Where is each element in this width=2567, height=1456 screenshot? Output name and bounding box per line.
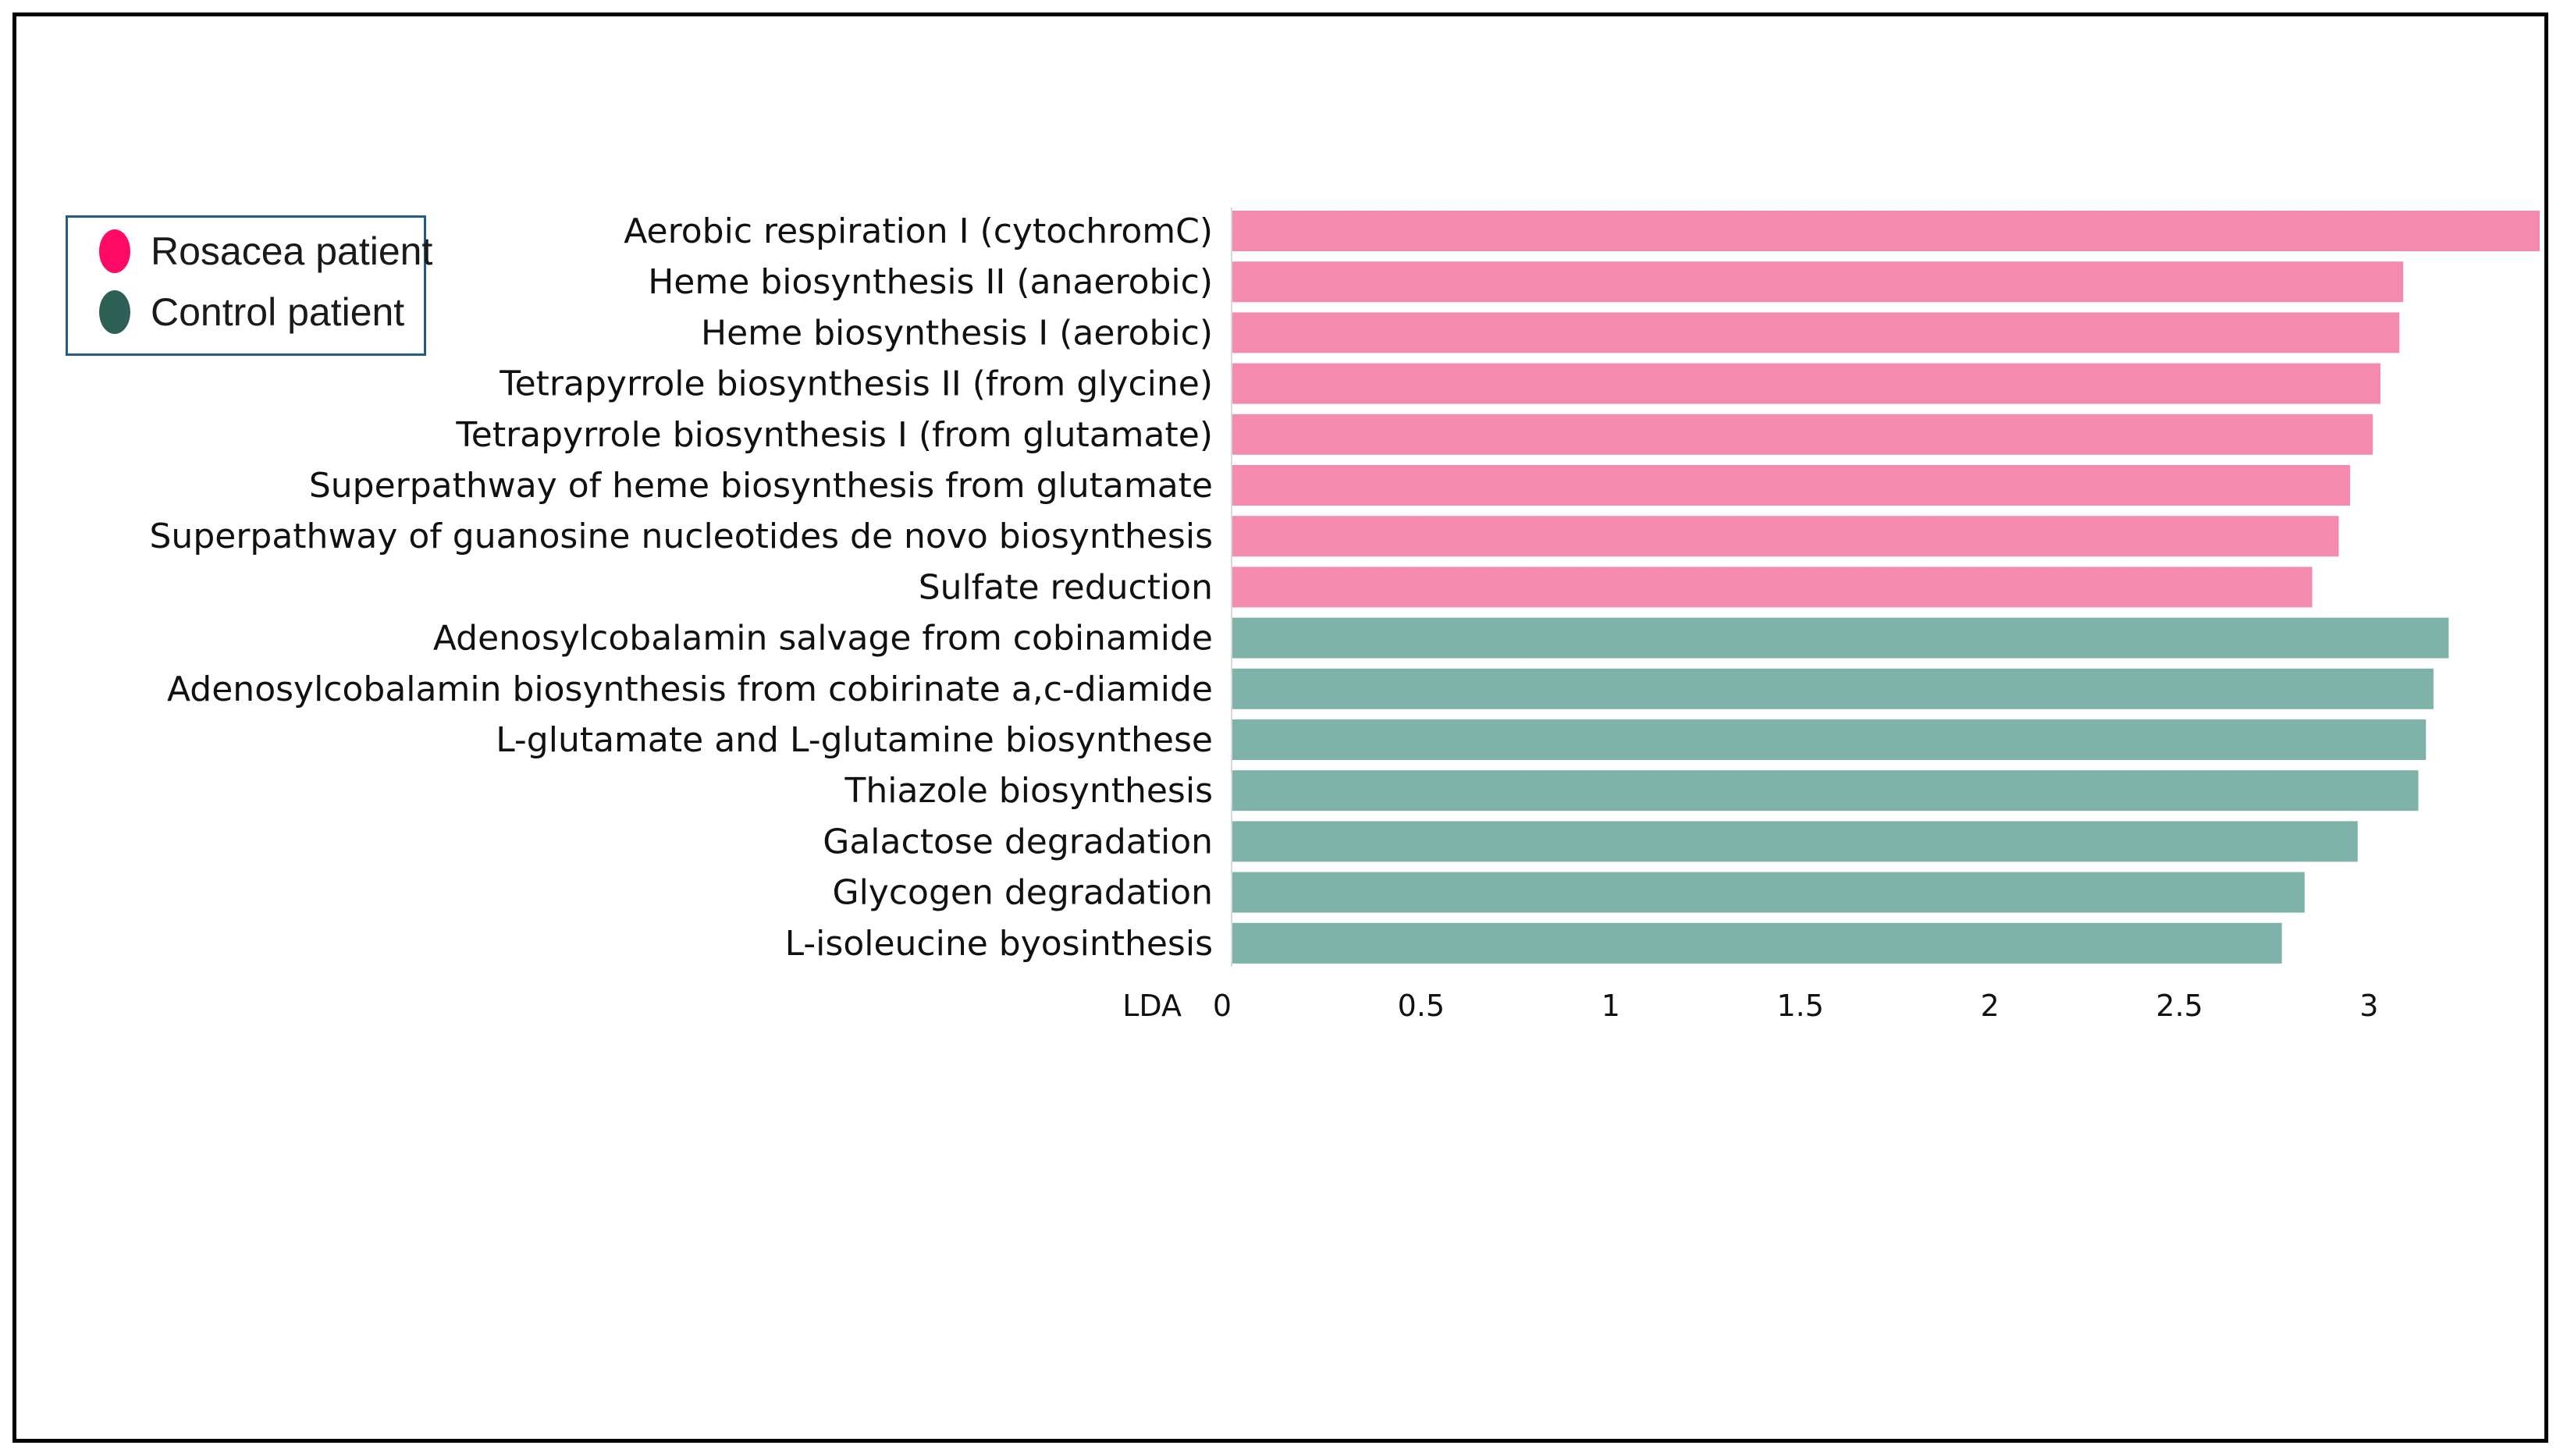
x-axis-ticks: 0 0.5 1 1.5 2 2.5 3 [1213,989,2379,1023]
bar [1232,922,2282,964]
bar [1232,414,2373,455]
category-label: Galactose degradation [823,822,1213,861]
bar [1232,261,2404,303]
bar [1232,465,2351,506]
x-axis-label: LDA [1122,989,1182,1023]
x-tick-label: 1 [1602,989,1620,1023]
legend-item-control: Control patient [99,288,404,336]
x-tick-label: 0.5 [1398,989,1445,1023]
category-label: Tetrapyrrole biosynthesis I (from glutam… [455,415,1213,455]
x-tick-label: 3 [2359,989,2378,1023]
legend-swatch-rosacea [99,229,130,273]
category-label: Heme biosynthesis I (aerobic) [701,313,1213,353]
legend-swatch-control [99,290,130,334]
category-label: Aerobic respiration I (cytochromC) [624,211,1213,251]
bar [1232,566,2313,608]
legend-item-rosacea: Rosacea patient [99,227,432,275]
category-label: Adenosylcobalamin biosynthesis from cobi… [167,669,1213,709]
bar [1232,516,2339,557]
bars-group [1232,211,2540,964]
bar [1232,770,2419,811]
x-tick-label: 2.5 [2156,989,2203,1023]
category-label: Tetrapyrrole biosynthesis II (from glyci… [499,364,1213,404]
category-label: L-isoleucine byosinthesis [785,924,1213,964]
category-label: Thiazole biosynthesis [844,771,1213,811]
bar [1232,821,2358,862]
bar [1232,719,2427,760]
legend: Rosacea patient Control patient [66,215,432,356]
x-tick-label: 1.5 [1776,989,1823,1023]
x-tick-label: 2 [1981,989,2000,1023]
bar [1232,872,2305,913]
category-label: L-glutamate and L-glutamine biosynthese [496,720,1213,760]
category-label: Superpathway of guanosine nucleotides de… [150,517,1214,556]
category-label: Sulfate reduction [919,567,1213,607]
category-label: Heme biosynthesis II (anaerobic) [648,262,1213,302]
x-tick-label: 0 [1213,989,1232,1023]
category-label: Adenosylcobalamin salvage from cobinamid… [433,619,1213,659]
category-labels: Aerobic respiration I (cytochromC) Heme b… [150,211,1214,964]
category-label: Superpathway of heme biosynthesis from g… [309,466,1213,506]
bar [1232,211,2540,251]
bar [1232,668,2434,709]
legend-label-rosacea: Rosacea patient [151,229,433,273]
category-label: Glycogen degradation [832,873,1213,913]
legend-label-control: Control patient [151,290,405,334]
bar [1232,363,2380,404]
bar [1232,312,2400,353]
bar [1232,617,2449,659]
